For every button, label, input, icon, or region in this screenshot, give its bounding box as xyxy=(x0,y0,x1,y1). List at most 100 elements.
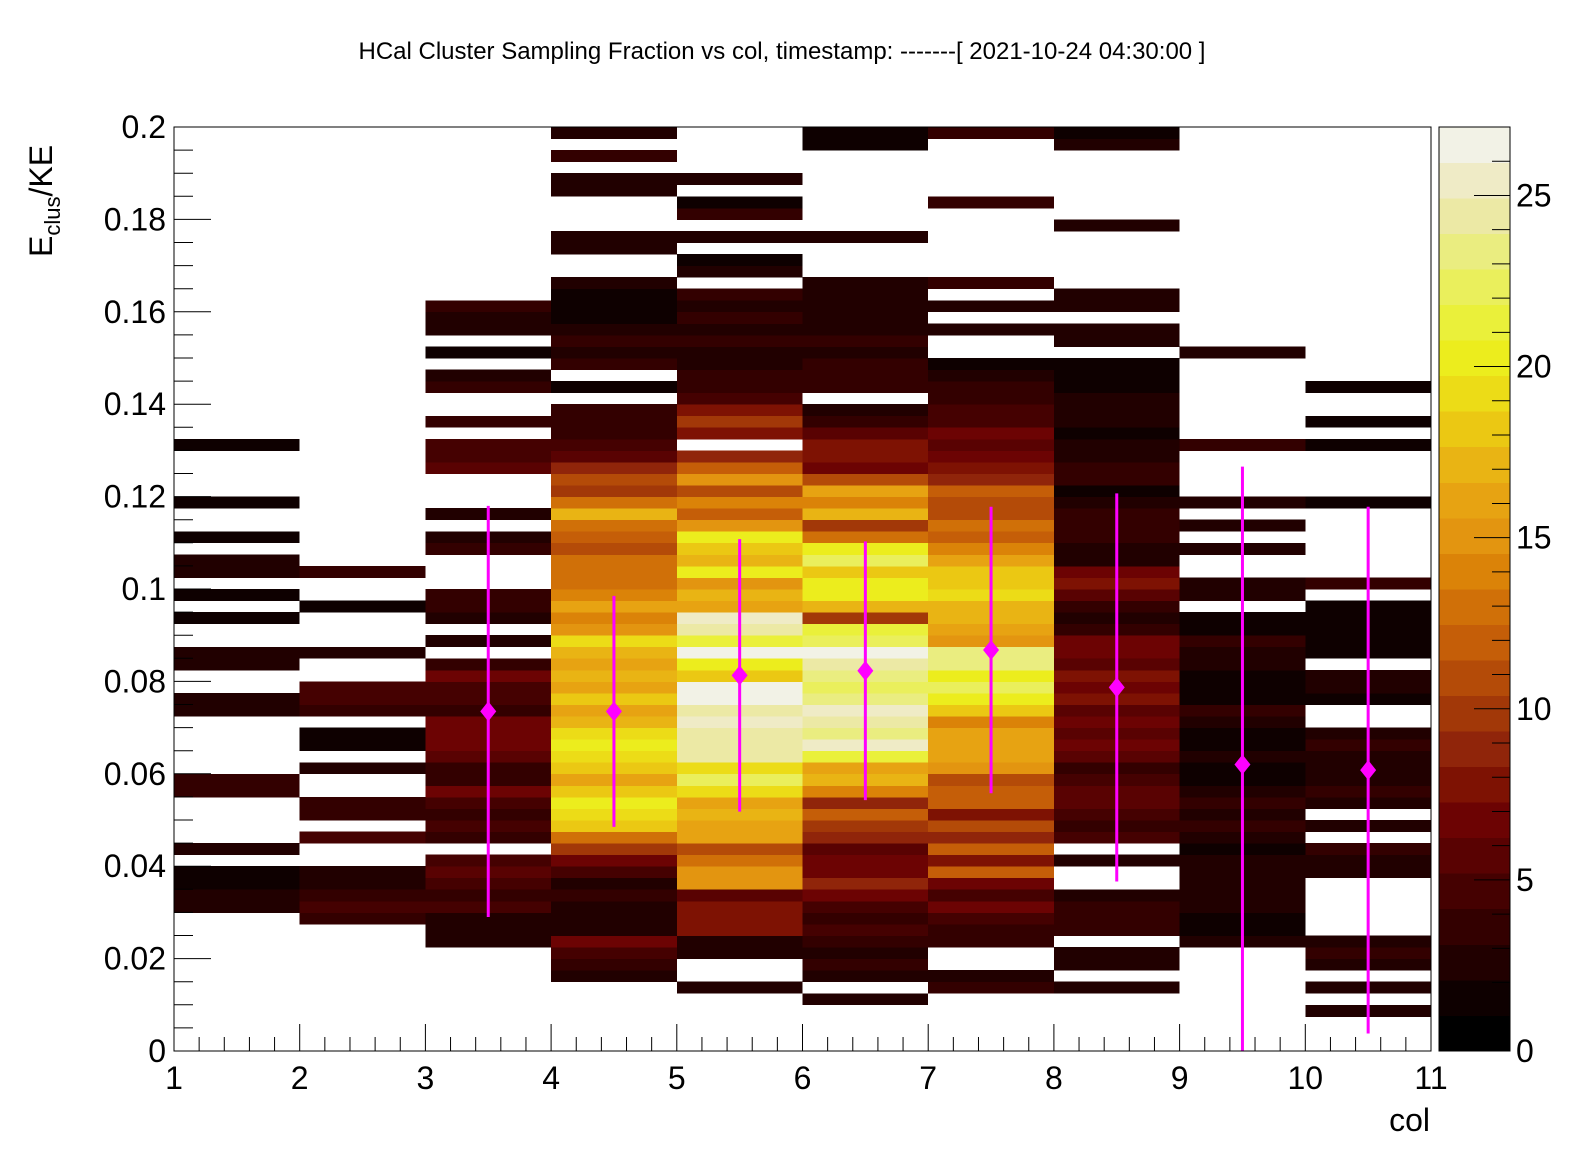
heatmap-cell xyxy=(676,820,803,832)
heatmap-cell xyxy=(1053,381,1180,394)
y-tick-label: 0.02 xyxy=(104,941,166,977)
heatmap-cell xyxy=(802,519,929,532)
heatmap-cell xyxy=(551,427,677,440)
heatmap-cell xyxy=(928,300,1054,313)
heatmap-cell xyxy=(928,935,1054,948)
heatmap-cell xyxy=(299,900,426,913)
heatmap-cell xyxy=(676,496,803,509)
heatmap-cell xyxy=(425,323,552,336)
color-scale-band xyxy=(1439,731,1510,768)
heatmap-cell xyxy=(928,461,1054,474)
color-scale-band xyxy=(1439,375,1510,412)
y-tick-label: 0.1 xyxy=(122,571,166,607)
heatmap-cell xyxy=(676,173,803,186)
heatmap-cell xyxy=(676,254,803,266)
heatmap-cell xyxy=(676,485,803,497)
heatmap-cell xyxy=(551,854,677,867)
heatmap-cell xyxy=(928,796,1054,809)
heatmap-cell xyxy=(928,900,1054,913)
heatmap-cell xyxy=(802,127,929,139)
heatmap-cell xyxy=(174,900,300,913)
profile-point xyxy=(1108,677,1125,698)
heatmap-cell xyxy=(676,900,803,913)
heatmap-cell xyxy=(802,970,929,983)
heatmap-cell xyxy=(1053,912,1180,925)
heatmap-cell xyxy=(551,958,677,971)
heatmap-cell xyxy=(802,461,929,474)
heatmap-cell xyxy=(802,889,929,902)
heatmap-cell xyxy=(1053,138,1180,151)
heatmap-cell xyxy=(802,531,929,544)
heatmap-cell xyxy=(299,889,426,902)
heatmap-cell xyxy=(676,415,803,428)
heatmap-cell xyxy=(676,392,803,405)
heatmap-cell xyxy=(802,900,929,913)
heatmap-cell xyxy=(802,323,929,336)
x-tick-label: 2 xyxy=(291,1060,309,1096)
color-scale-band xyxy=(1439,127,1510,163)
heatmap-cell xyxy=(676,300,803,313)
heatmap-cell xyxy=(676,207,803,220)
heatmap-cell xyxy=(928,496,1054,509)
color-scale-band xyxy=(1439,340,1510,377)
heatmap-cell xyxy=(1053,889,1180,902)
heatmap-cell xyxy=(1053,438,1180,451)
heatmap-cell xyxy=(299,646,426,659)
heatmap-cell xyxy=(551,831,677,844)
heatmap-cell xyxy=(928,381,1054,394)
heatmap-cell xyxy=(928,877,1054,890)
color-scale-band xyxy=(1439,411,1510,448)
heatmap-cell xyxy=(676,323,803,336)
heatmap-cell xyxy=(425,369,552,382)
heatmap-cell xyxy=(551,947,677,959)
heatmap-cell xyxy=(676,935,803,948)
heatmap-cell xyxy=(928,427,1054,440)
heatmap-cell xyxy=(551,923,677,936)
heatmap-cell xyxy=(1305,496,1431,509)
x-tick-label: 10 xyxy=(1288,1060,1324,1096)
heatmap-cell xyxy=(676,358,803,370)
heatmap-cell xyxy=(802,138,929,151)
color-scale-band xyxy=(1439,695,1510,732)
heatmap-cell xyxy=(425,346,552,359)
heatmap-cell xyxy=(174,496,300,509)
heatmap-cell xyxy=(425,935,552,948)
heatmap-cell xyxy=(1053,923,1180,936)
heatmap-cell xyxy=(676,196,803,209)
heatmap-cell xyxy=(551,589,677,601)
heatmap-cell xyxy=(676,519,803,532)
profile-point xyxy=(983,639,1000,660)
heatmap-cell xyxy=(551,485,677,497)
y-axis-title-rest: /KE xyxy=(23,145,59,197)
x-tick-label: 8 xyxy=(1045,1060,1063,1096)
y-tick-label: 0.14 xyxy=(104,386,166,422)
heatmap-cell xyxy=(676,473,803,486)
heatmap-cell xyxy=(551,877,677,890)
color-scale-label: 5 xyxy=(1516,862,1534,898)
heatmap-cell xyxy=(676,346,803,359)
heatmap-cell xyxy=(1053,219,1180,232)
heatmap-cell xyxy=(551,912,677,925)
heatmap-cell xyxy=(1053,485,1180,497)
heatmap-cell xyxy=(425,300,552,313)
x-tick-label: 9 xyxy=(1171,1060,1189,1096)
color-scale-band xyxy=(1439,660,1510,697)
heatmap-cell xyxy=(551,843,677,856)
heatmap-cell xyxy=(928,404,1054,417)
heatmap-cell xyxy=(676,831,803,844)
color-scale-label: 15 xyxy=(1516,520,1552,556)
heatmap-cell xyxy=(676,981,803,994)
heatmap-cell xyxy=(928,889,1054,902)
heatmap-cell xyxy=(802,866,929,879)
heatmap-cell xyxy=(802,820,929,832)
heatmap-cell xyxy=(928,450,1054,463)
heatmap-cell xyxy=(676,947,803,959)
heatmap-cell xyxy=(551,866,677,879)
heatmap-cell xyxy=(425,381,552,394)
heatmap-cell xyxy=(802,473,929,486)
heatmap-cell xyxy=(174,692,300,705)
color-scale-band xyxy=(1439,198,1510,235)
y-tick-label: 0.2 xyxy=(122,109,166,145)
heatmap-cell xyxy=(425,450,552,463)
heatmap-cell xyxy=(1305,381,1431,394)
